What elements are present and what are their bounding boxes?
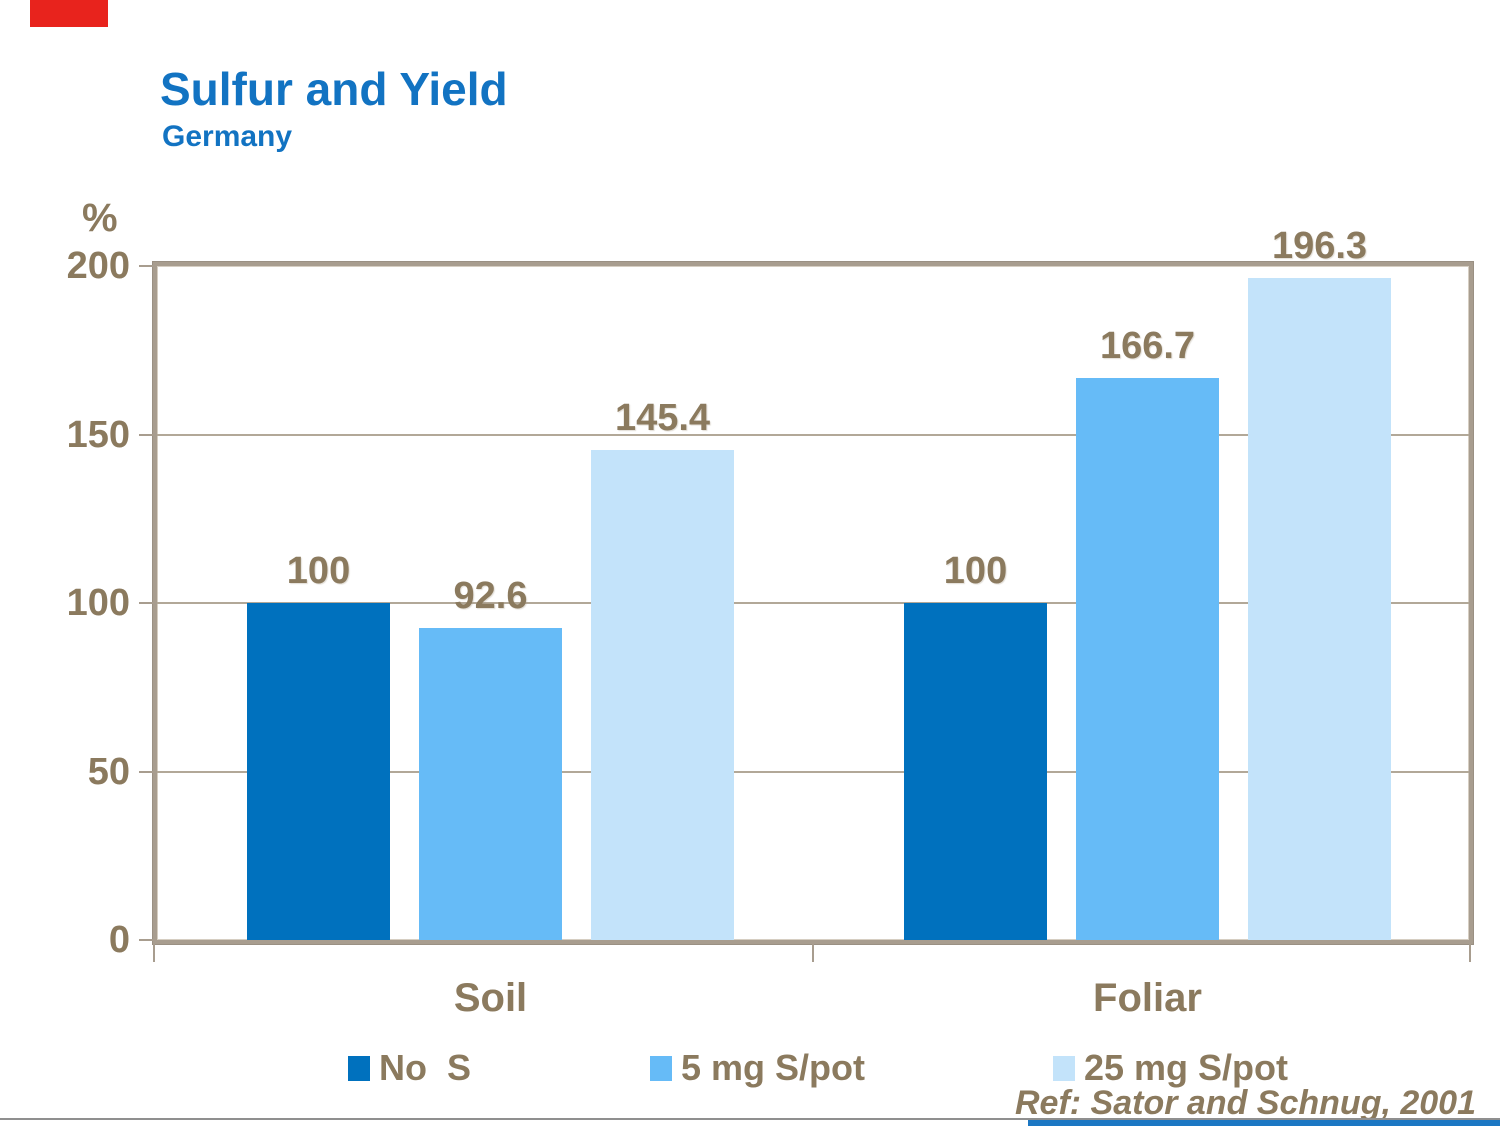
legend-swatch-25mg bbox=[1053, 1055, 1075, 1081]
bar-soil-2 bbox=[419, 627, 562, 940]
y-axis-label-200: 200 bbox=[66, 245, 130, 287]
x-axis-tick-2 bbox=[1469, 944, 1471, 962]
y-axis-tick-100 bbox=[139, 602, 154, 604]
legend-entry-25mg: 25 mg S/pot bbox=[1053, 1046, 1288, 1090]
y-axis-unit-label: % bbox=[82, 196, 118, 240]
bar-value-label-foliar-1: 100 bbox=[943, 550, 1008, 592]
legend-entry-5mg: 5 mg S/pot bbox=[650, 1046, 865, 1090]
y-axis-label-150: 150 bbox=[66, 413, 130, 456]
y-axis-tick-0 bbox=[139, 939, 154, 941]
bar-value-label-foliar-3: 196.3 bbox=[1271, 225, 1368, 268]
category-label-soil: Soil bbox=[453, 976, 528, 1020]
legend-label-5mg: 5 mg S/pot bbox=[681, 1047, 866, 1088]
legend-swatch-no-s bbox=[348, 1055, 370, 1081]
legend-label-25mg: 25 mg S/pot bbox=[1084, 1047, 1289, 1088]
bar-soil-1 bbox=[247, 603, 390, 940]
bottom-divider-line bbox=[0, 1118, 1500, 1120]
bar-foliar-2 bbox=[1076, 378, 1219, 940]
plot-area-frame: 100 92.6 145.4 100 166.7 196.3 bbox=[153, 225, 1473, 944]
bar-value-label-soil-2: 92.6 bbox=[453, 574, 528, 617]
y-axis-label-50: 50 bbox=[87, 750, 130, 793]
gridline-50 bbox=[157, 770, 1469, 773]
plot-area: 100 92.6 145.4 100 166.7 196.3 bbox=[157, 225, 1469, 940]
gridline-150 bbox=[157, 433, 1469, 436]
x-axis-tick-1 bbox=[812, 944, 814, 962]
y-axis-label-100: 100 bbox=[66, 582, 130, 624]
legend-swatch-5mg bbox=[650, 1055, 672, 1081]
gridline-100 bbox=[157, 602, 1469, 604]
x-axis-tick-0 bbox=[153, 944, 155, 962]
bar-value-label-soil-1: 100 bbox=[286, 550, 351, 592]
chart-title: Sulfur and Yield bbox=[160, 63, 508, 115]
reference-citation: Ref: Sator and Schnug, 2001 bbox=[1015, 1084, 1476, 1122]
legend-label-no-s: No S bbox=[379, 1047, 472, 1088]
category-label-foliar: Foliar bbox=[1093, 976, 1202, 1020]
y-axis-tick-150 bbox=[139, 433, 154, 436]
bar-foliar-1 bbox=[904, 603, 1047, 940]
top-left-red-accent-bar bbox=[30, 0, 108, 27]
y-axis-tick-200 bbox=[139, 265, 154, 267]
bar-foliar-3 bbox=[1248, 278, 1391, 940]
chart-subtitle: Germany bbox=[162, 120, 293, 153]
bottom-right-blue-accent-bar bbox=[1028, 1120, 1500, 1126]
legend-entry-no-s: No S bbox=[348, 1046, 471, 1090]
bar-value-label-soil-3: 145.4 bbox=[614, 397, 711, 440]
bar-value-label-foliar-2: 166.7 bbox=[1099, 325, 1196, 368]
y-axis-tick-50 bbox=[139, 770, 154, 773]
bar-soil-3 bbox=[591, 450, 734, 940]
y-axis-label-0: 0 bbox=[108, 919, 130, 961]
